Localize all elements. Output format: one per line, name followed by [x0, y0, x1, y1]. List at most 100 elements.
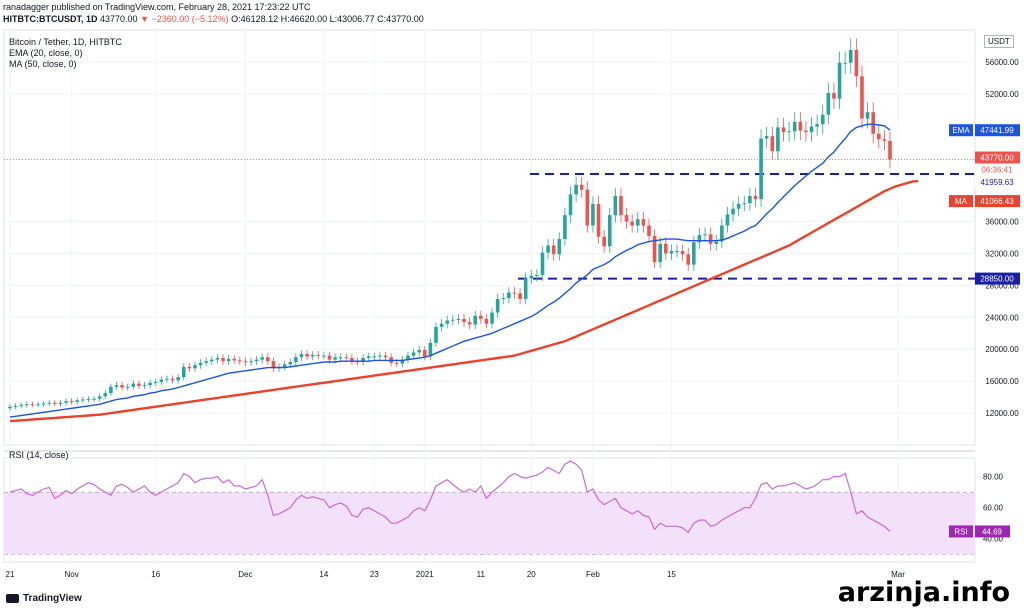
price-tick-label: 36000.00: [985, 218, 1019, 227]
candle-body: [226, 358, 231, 362]
resistance-price-tag: 41959.63: [980, 178, 1014, 187]
candle-body: [394, 362, 399, 364]
candle-body: [871, 112, 875, 134]
candle-body: [299, 354, 304, 358]
ma-price-tag: 41066.43: [980, 197, 1014, 206]
candle-body: [686, 254, 691, 265]
support-price-tag: 28850.00: [980, 275, 1014, 284]
candle-body: [860, 76, 864, 119]
time-tick-label: 11: [477, 570, 486, 579]
candle-body: [41, 403, 46, 405]
candle-body: [585, 189, 590, 226]
chart-header: ranadagger published on TradingView.com,…: [3, 1, 424, 25]
candle-body: [75, 400, 80, 402]
candle-body: [181, 366, 186, 378]
candle-body: [652, 235, 657, 263]
candle-body: [882, 139, 887, 141]
candle-body: [613, 196, 618, 216]
candle-body: [86, 399, 91, 401]
candle-body: [288, 362, 293, 365]
candle-body: [165, 378, 169, 380]
price-tick-label: 16000.00: [985, 377, 1019, 386]
candle-body: [708, 234, 713, 244]
candle-body: [428, 342, 433, 357]
ema-price-tag-prefix: EMA: [952, 126, 970, 135]
candle-body: [663, 243, 668, 254]
candle-body: [338, 357, 343, 359]
candle-body: [479, 315, 483, 319]
candle-body: [798, 121, 803, 131]
rsi-tick-label: 60.00: [983, 504, 1004, 513]
time-tick-label: Nov: [65, 570, 79, 579]
candle-body: [495, 298, 500, 313]
currency-button[interactable]: USDT: [984, 35, 1014, 48]
candle-body: [153, 381, 158, 383]
candle-body: [439, 323, 444, 327]
candle-body: [411, 352, 416, 356]
symbol-label: HITBTC:BTCUSDT, 1D: [3, 14, 98, 24]
candle-body: [462, 318, 466, 323]
candle-body: [742, 203, 747, 205]
candle-body: [215, 358, 220, 360]
ma-legend: MA (50, close, 0): [9, 59, 77, 69]
change-value: ▼ −2360.00 (−5.12%): [140, 14, 229, 24]
candle-body: [204, 361, 208, 363]
candle-body: [114, 385, 119, 387]
main-series-title: Bitcoin / Tether, 1D, HITBTC: [9, 37, 122, 47]
ema-price-tag-prefix-bg: [949, 124, 973, 137]
candle-body: [720, 225, 724, 242]
candle-body: [53, 402, 57, 404]
candle-body: [282, 364, 287, 367]
candle-body: [316, 354, 321, 356]
candle-body: [535, 275, 539, 277]
candle-body: [635, 219, 640, 226]
candle-body: [501, 298, 506, 300]
candle-body: [546, 245, 550, 253]
rsi-band: [4, 492, 975, 555]
candle-body: [596, 203, 601, 237]
candle-body: [260, 357, 265, 360]
main-legend: Bitcoin / Tether, 1D, HITBTC EMA (20, cl…: [9, 37, 122, 70]
candle-body: [378, 355, 382, 357]
candle-body: [344, 357, 349, 359]
time-tick-label: 2021: [416, 570, 434, 579]
price-tick-label: 56000.00: [985, 58, 1019, 67]
brand-label: TradingView: [23, 593, 82, 604]
candle-body: [238, 360, 242, 362]
candle-body: [13, 405, 18, 407]
candle-body: [81, 399, 85, 401]
time-tick-label: 21: [6, 570, 15, 579]
candle-body: [322, 355, 326, 357]
ohlc-line: HITBTC:BTCUSDT, 1D 43770.00 ▼ −2360.00 (…: [3, 13, 424, 25]
candle-body: [25, 404, 29, 406]
candle-body: [142, 385, 147, 387]
candle-body: [266, 357, 270, 362]
time-tick-label: Dec: [238, 570, 252, 579]
candle-body: [406, 355, 410, 360]
price-tick-label: 52000.00: [985, 90, 1019, 99]
candle-body: [120, 385, 124, 388]
candle-body: [243, 361, 248, 363]
candle-body: [170, 378, 175, 381]
candle-body: [19, 405, 24, 407]
candle-body: [92, 398, 96, 400]
rsi-line: [9, 460, 891, 534]
candle-body: [30, 404, 35, 406]
support-price-tag-bg: [975, 272, 1020, 285]
candle-body: [333, 357, 337, 360]
candle-body: [748, 196, 752, 204]
countdown-tag-bg: [975, 163, 1020, 176]
candle-body: [518, 293, 522, 299]
candle-body: [697, 235, 702, 243]
candle-body: [787, 131, 791, 133]
candle-body: [781, 127, 786, 133]
candle-body: [888, 140, 892, 160]
time-tick-label: 20: [527, 570, 536, 579]
time-tick-label: 15: [667, 570, 676, 579]
candle-body: [809, 126, 814, 133]
candle-body: [832, 93, 836, 99]
candle-body: [125, 386, 130, 388]
candle-body: [422, 350, 427, 357]
candle-body: [451, 319, 455, 321]
